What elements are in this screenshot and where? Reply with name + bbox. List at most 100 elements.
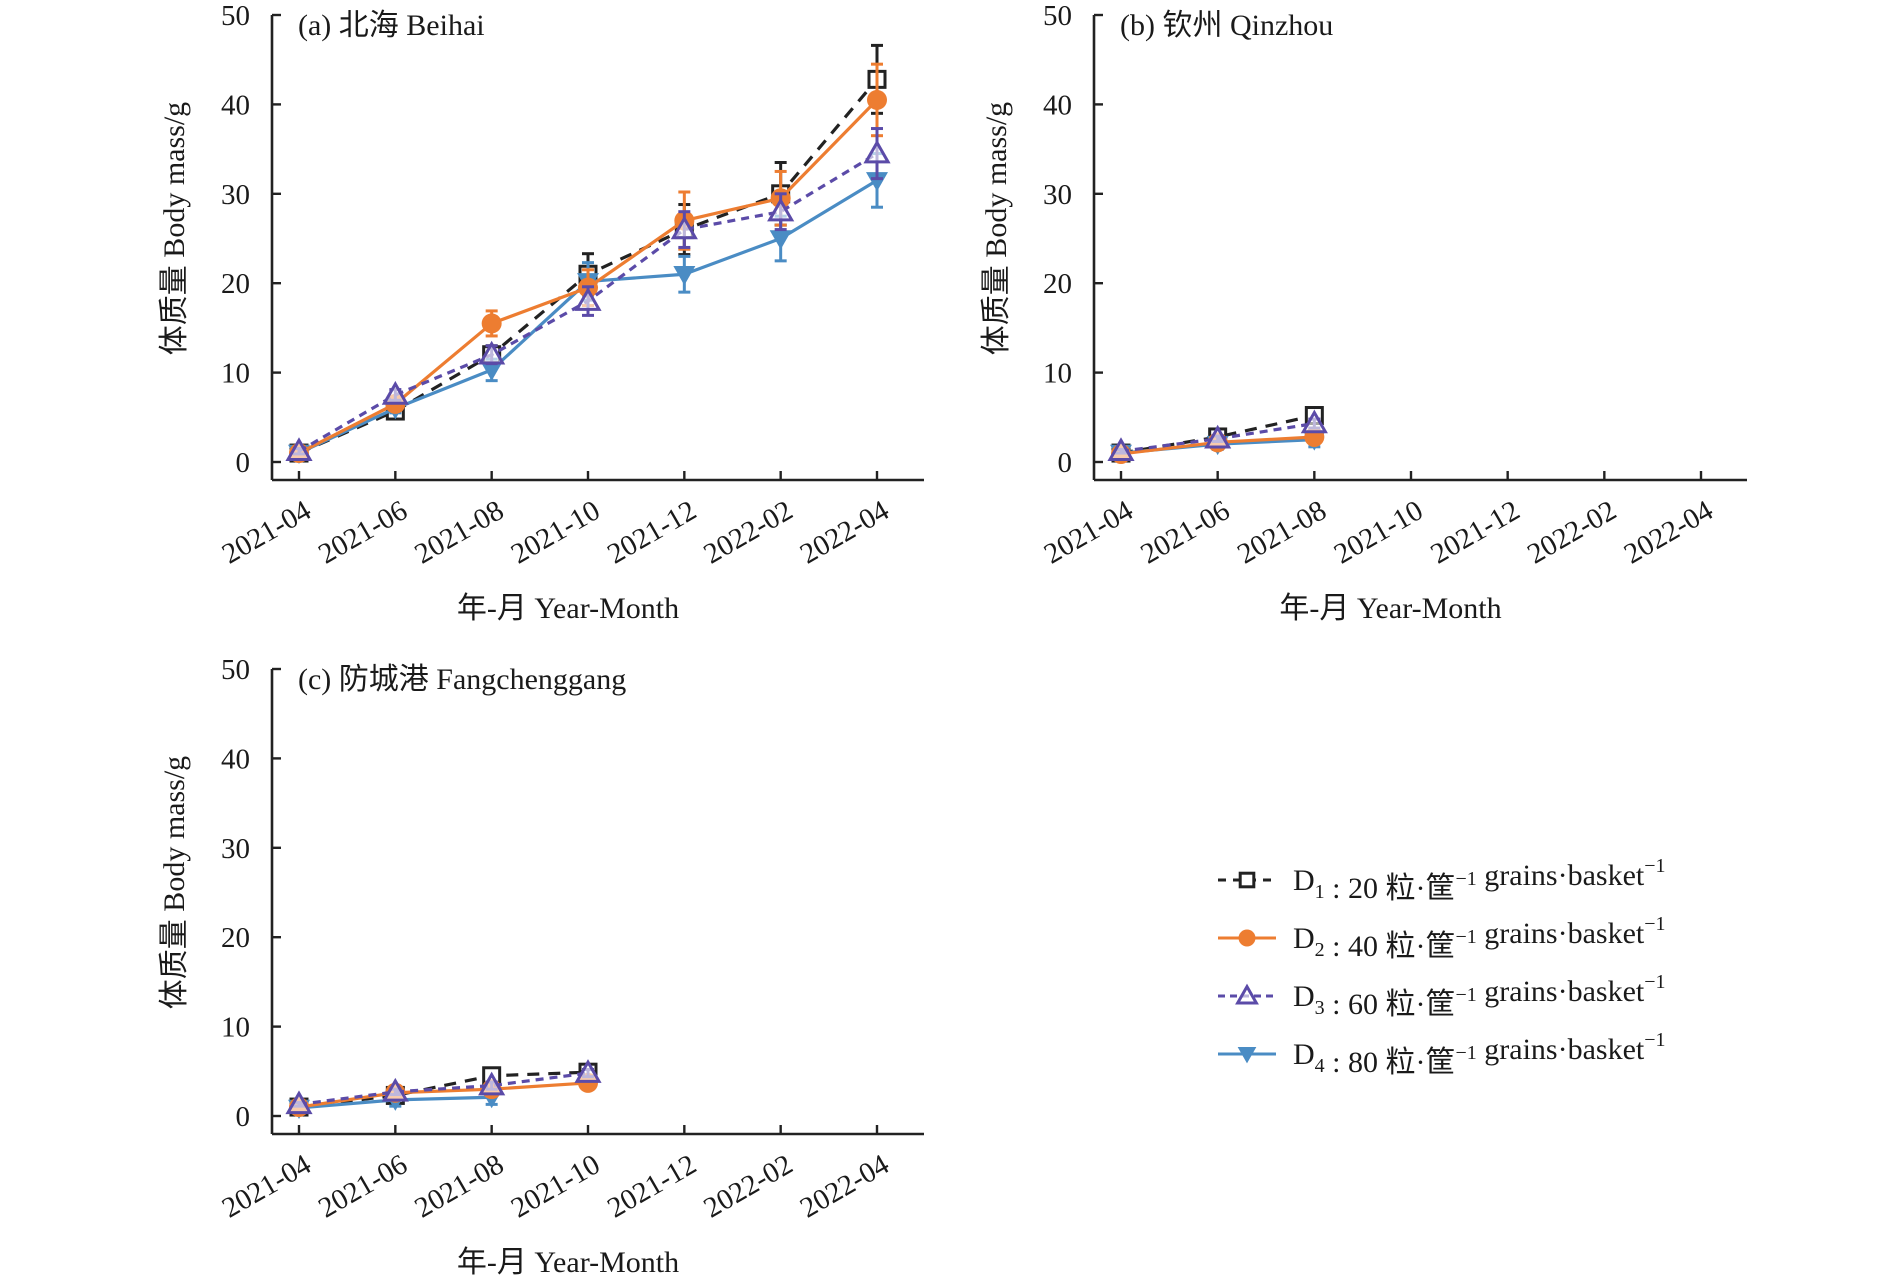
legend: D1 : 20 粒·筐−1 grains·basket−1D2 : 40 粒·筐… — [1218, 855, 1666, 1079]
legend-item-D1: D1 : 20 粒·筐−1 grains·basket−1 — [1218, 855, 1666, 905]
data-point — [574, 1059, 602, 1083]
data-point — [285, 1090, 313, 1115]
legend-sup: −1 — [1644, 971, 1665, 993]
data-point — [1300, 409, 1328, 434]
y-tick-label: 0 — [236, 1101, 251, 1133]
x-axis-title: 年-月 Year-Month — [457, 592, 679, 625]
y-tick-label: 0 — [236, 447, 251, 479]
y-tick-label: 40 — [1043, 89, 1072, 121]
x-tick-label: 2021-12 — [1425, 494, 1525, 570]
legend-sub: 1 — [1315, 881, 1325, 903]
x-tick-label: 2021-08 — [409, 1148, 509, 1224]
x-tick-label: 2021-06 — [313, 1148, 413, 1224]
legend-sup: −1 — [1644, 855, 1665, 877]
data-point — [381, 1077, 409, 1102]
y-tick-label: 30 — [1043, 179, 1072, 211]
legend-text-part: grains·basket — [1477, 917, 1645, 950]
data-point — [574, 287, 602, 311]
data-point — [1204, 424, 1232, 449]
legend-item-D4: D4 : 80 粒·筐−1 grains·basket−1 — [1218, 1029, 1666, 1079]
data-point — [866, 172, 888, 192]
legend-marker — [1238, 871, 1256, 889]
x-tick-label: 2021-12 — [602, 1148, 702, 1224]
series-D3 — [1107, 409, 1328, 462]
x-tick-label: 2021-12 — [602, 494, 702, 570]
x-tick-label: 2021-08 — [409, 494, 509, 570]
data-point — [673, 266, 696, 286]
y-tick-label: 10 — [221, 1012, 250, 1044]
legend-text-part: D — [1293, 1038, 1315, 1071]
y-tick-label: 10 — [1043, 358, 1072, 390]
x-tick-label: 2022-02 — [1522, 494, 1622, 570]
legend-marker — [1235, 983, 1259, 1005]
legend-sup: −1 — [1456, 1042, 1477, 1064]
x-tick-label: 2021-08 — [1232, 494, 1332, 570]
y-tick-label: 20 — [1043, 268, 1072, 300]
legend-label: D4 : 80 粒·筐−1 grains·basket−1 — [1293, 1029, 1666, 1079]
y-tick-label: 50 — [1043, 0, 1072, 32]
x-tick-label: 2022-02 — [698, 1148, 798, 1224]
panel-title: (c) 防城港 Fangchenggang — [298, 663, 626, 696]
x-tick-label: 2021-06 — [313, 494, 413, 570]
series-line — [1120, 421, 1315, 453]
legend-label: D2 : 40 粒·筐−1 grains·basket−1 — [1293, 913, 1666, 963]
panel-b-qinzhou: 010203040502021-042021-062021-082021-102… — [980, 0, 1747, 625]
y-tick-label: 20 — [221, 922, 250, 954]
data-point — [285, 437, 313, 462]
data-point — [769, 230, 792, 250]
x-tick-label: 2022-04 — [1619, 494, 1719, 570]
legend-sup: −1 — [1644, 1029, 1665, 1051]
data-point — [481, 313, 502, 334]
y-tick-label: 0 — [1058, 447, 1073, 479]
series-line — [298, 1081, 589, 1109]
legend-sub: 3 — [1315, 997, 1325, 1019]
series-D3 — [285, 1059, 602, 1115]
x-tick-label: 2022-02 — [698, 494, 798, 570]
legend-text-part: grains·basket — [1477, 975, 1645, 1008]
legend-text-part: : 20 粒·筐 — [1325, 872, 1456, 905]
x-tick-label: 2021-04 — [1039, 494, 1139, 570]
y-axis-title: 体质量 Body mass/g — [158, 756, 191, 1009]
legend-sup: −1 — [1456, 984, 1477, 1006]
legend-text-part: grains·basket — [1477, 859, 1645, 892]
series-D1 — [289, 43, 887, 463]
panel-c-fangchenggang: 010203040502021-042021-062021-082021-102… — [158, 654, 924, 1275]
series-D2 — [289, 1072, 598, 1118]
legend-text-part: : 80 粒·筐 — [1325, 1046, 1456, 1079]
x-tick-label: 2021-10 — [506, 494, 606, 570]
data-point — [867, 89, 887, 110]
x-tick-label: 2021-04 — [217, 494, 317, 570]
legend-text-part: : 60 粒·筐 — [1325, 988, 1456, 1021]
y-tick-label: 20 — [221, 268, 250, 300]
data-point — [767, 197, 795, 222]
data-point — [1107, 437, 1135, 462]
legend-item-D3: D3 : 60 粒·筐−1 grains·basket−1 — [1218, 971, 1666, 1021]
x-tick-label: 2021-04 — [217, 1148, 317, 1224]
data-point — [478, 1071, 506, 1096]
y-tick-label: 10 — [221, 358, 250, 390]
data-point — [480, 361, 503, 381]
y-tick-label: 50 — [221, 0, 250, 32]
legend-sup: −1 — [1644, 913, 1665, 935]
legend-text-part: D — [1293, 922, 1315, 955]
panel-title: (b) 钦州 Qinzhou — [1120, 9, 1333, 42]
legend-text-part: : 40 粒·筐 — [1325, 930, 1456, 963]
legend-text-part: grains·basket — [1477, 1033, 1645, 1066]
x-tick-label: 2022-04 — [795, 494, 895, 570]
y-tick-label: 40 — [221, 743, 250, 775]
data-point — [670, 215, 698, 240]
panel-title: (a) 北海 Beihai — [298, 9, 485, 42]
legend-text-part: D — [1293, 864, 1315, 897]
x-tick-label: 2022-04 — [795, 1148, 895, 1224]
x-tick-label: 2021-10 — [1329, 494, 1429, 570]
x-axis-title: 年-月 Year-Month — [1279, 592, 1501, 625]
legend-label: D1 : 20 粒·筐−1 grains·basket−1 — [1293, 855, 1666, 905]
y-axis-title: 体质量 Body mass/g — [980, 102, 1013, 355]
y-axis-title: 体质量 Body mass/g — [158, 102, 191, 355]
panel-a-beihai: 010203040502021-042021-062021-082021-102… — [158, 0, 924, 625]
x-axis-title: 年-月 Year-Month — [457, 1246, 679, 1275]
x-tick-label: 2021-06 — [1135, 494, 1235, 570]
series-line — [298, 1071, 589, 1106]
series-D3 — [285, 127, 891, 462]
